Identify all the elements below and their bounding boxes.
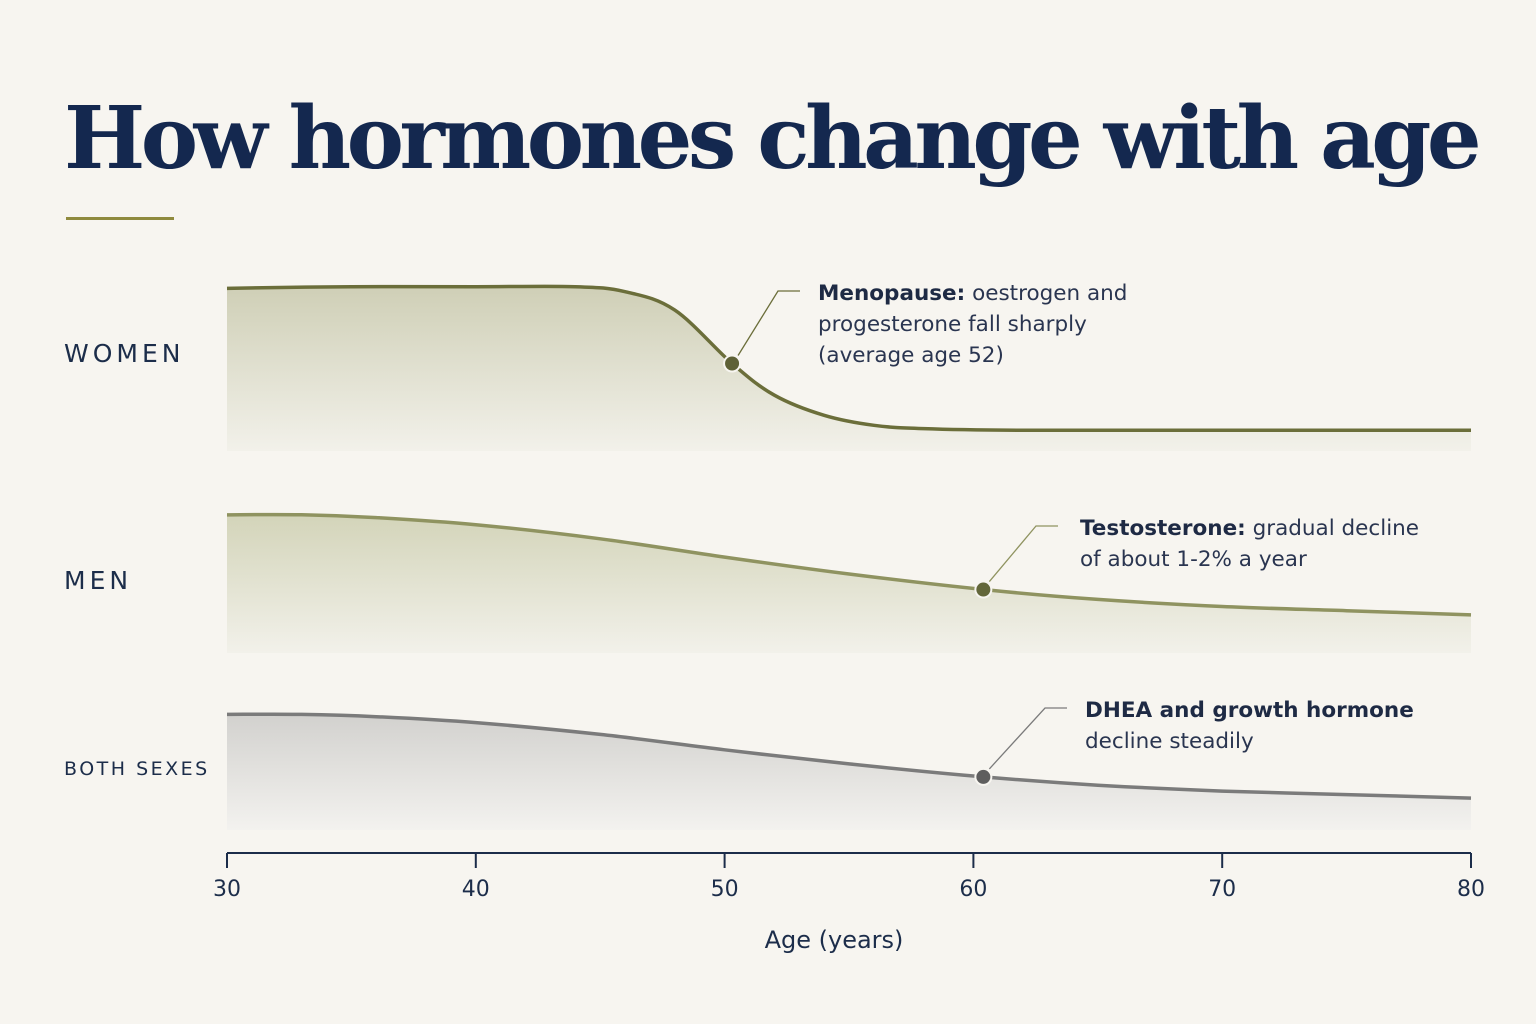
callout-menopause-bold: Menopause:: [818, 281, 966, 306]
row-label-women: WOMEN: [64, 339, 185, 368]
x-tick-label: 60: [959, 877, 988, 902]
area-both-sexes: [227, 714, 1471, 830]
callout-dhea-bold: DHEA and growth hormone: [1085, 698, 1414, 723]
marker-point-men: [974, 580, 993, 599]
row-label-men: MEN: [64, 566, 133, 595]
row-label-both-sexes: BOTH SEXES: [64, 758, 210, 780]
marker-point-both-sexes: [974, 767, 993, 786]
callout-testosterone-line-1: gradual decline: [1252, 516, 1420, 541]
series-line-both-sexes: [226, 712, 1472, 800]
marker-point-women: [723, 354, 742, 373]
callout-menopause-line-2: progesterone fall sharply: [818, 312, 1087, 337]
area-women: [227, 286, 1471, 451]
callout-testosterone: Testosterone: gradual decline of about 1…: [1080, 513, 1419, 575]
callout-testosterone-bold: Testosterone:: [1080, 516, 1246, 541]
title-underline: [66, 217, 174, 220]
callout-dhea-line-1: decline steadily: [1085, 729, 1254, 754]
leader-line-men: [988, 525, 1058, 582]
page-title: How hormones change with age: [64, 88, 1482, 189]
x-axis-title: Age (years): [764, 926, 904, 954]
callout-dhea: DHEA and growth hormone decline steadily: [1085, 695, 1414, 757]
callout-menopause-line-3: (average age 52): [818, 343, 1004, 368]
leader-line-women: [737, 290, 800, 356]
callout-menopause-line-1: oestrogen and: [972, 281, 1128, 306]
x-tick-label: 30: [213, 877, 241, 902]
callout-menopause: Menopause: oestrogen and progesterone fa…: [818, 278, 1127, 371]
x-tick-label: 70: [1208, 877, 1237, 902]
series-line-men: [226, 512, 1472, 617]
area-men: [227, 514, 1471, 653]
x-tick-label: 50: [710, 877, 739, 902]
callout-testosterone-line-2: of about 1-2% a year: [1080, 547, 1307, 572]
series-line-women: [226, 284, 1471, 433]
x-tick-label: 80: [1457, 877, 1485, 902]
x-tick-label: 40: [461, 877, 490, 902]
leader-line-both-sexes: [988, 707, 1067, 770]
